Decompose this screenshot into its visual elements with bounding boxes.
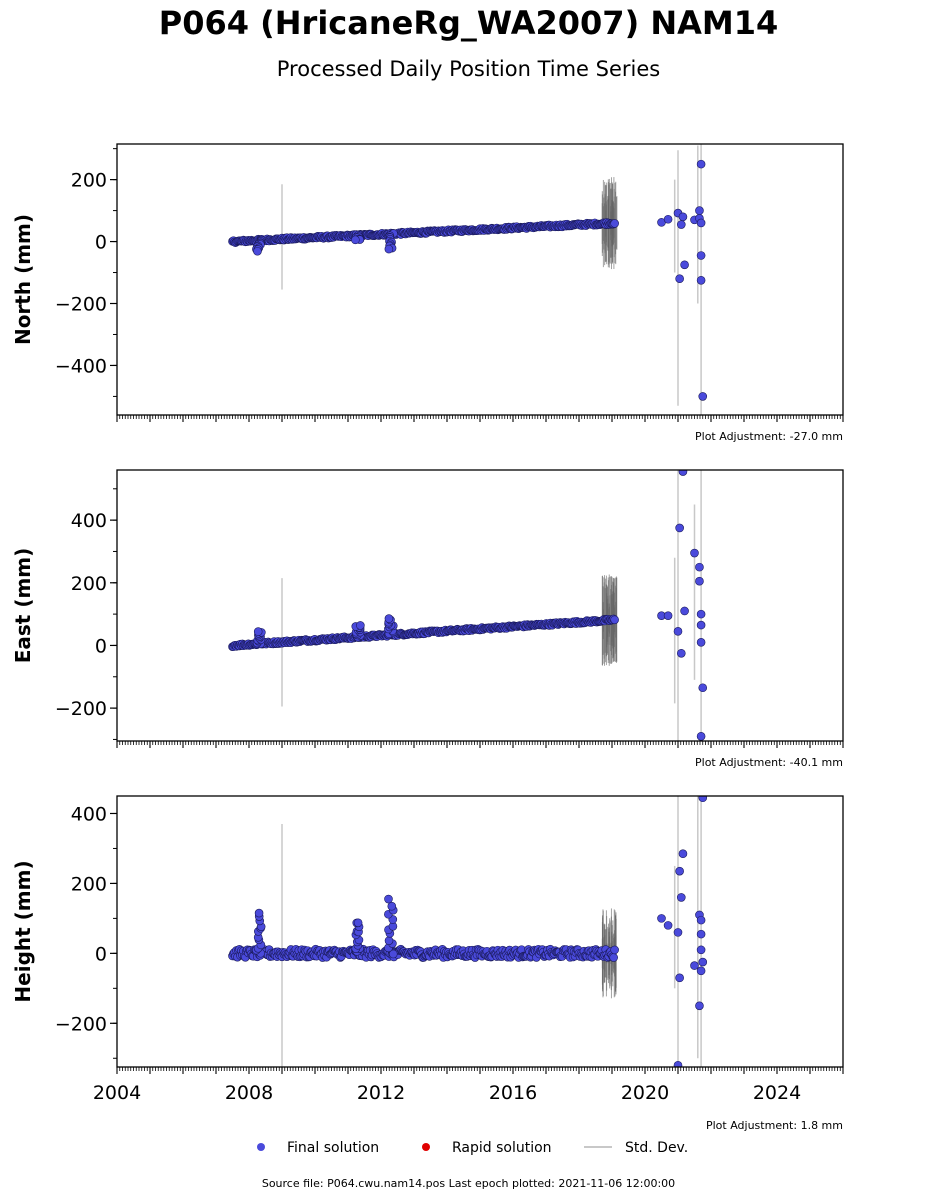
final-solution-point (690, 961, 699, 970)
final-solution-point (680, 260, 689, 270)
plot-adjustment-label: Plot Adjustment: -27.0 mm (695, 430, 843, 443)
final-solution-point (675, 973, 684, 983)
final-solution-point (384, 614, 394, 623)
y-tick-label: −400 (55, 355, 107, 377)
y-tick-label: −200 (55, 1013, 107, 1035)
final-solution-point (657, 914, 666, 923)
y-tick-label: 200 (71, 573, 107, 595)
final-solution-point (695, 1001, 704, 1011)
x-tick-label: 2008 (225, 1082, 273, 1104)
final-solution-point (610, 615, 619, 625)
final-solution-point (351, 235, 360, 245)
final-solution-point (695, 562, 704, 572)
plot-frame (116, 143, 844, 416)
plot-frame (116, 469, 844, 742)
final-solution-point (696, 218, 706, 228)
panel-3: −200 0 200 400 2004 2008 2012 2016 2020 2024 Heigh… (11, 795, 844, 1132)
final-solution-point (384, 894, 393, 904)
final-solution-point (678, 470, 688, 476)
final-solution-point (253, 627, 263, 636)
y-tick-label: 400 (71, 510, 107, 532)
x-tick-label: 2024 (753, 1082, 801, 1104)
final-solution-point (610, 945, 619, 955)
final-solution-point (696, 609, 706, 619)
final-solution-point (675, 866, 684, 876)
final-solution-point (678, 849, 688, 858)
final-solution-point (663, 921, 673, 930)
chart-title: P064 (HricaneRg_WA2007) NAM14 (158, 4, 779, 42)
final-solution-point (384, 936, 394, 945)
x-tick-label: 2016 (489, 1082, 537, 1104)
final-solution-point (696, 945, 706, 955)
final-solution-point (353, 918, 363, 928)
final-solution-point (696, 929, 706, 939)
final-solution-point (610, 219, 619, 228)
chart-subtitle: Processed Daily Position Time Series (276, 57, 661, 81)
legend-final-label: Final solution (287, 1140, 379, 1156)
legend-final-marker (257, 1143, 265, 1151)
panel-1: −400 −200 0 200 North (mm) Plot Adjustment: -… (11, 143, 844, 443)
final-solution-point (698, 392, 708, 401)
final-solution-point (680, 606, 689, 616)
final-solution-point (253, 246, 262, 256)
final-solution-point (676, 648, 686, 658)
plot-adjustment-label: Plot Adjustment: 1.8 mm (706, 1119, 843, 1132)
y-axis-label: East (mm) (11, 548, 35, 664)
final-solution-point (696, 159, 706, 169)
final-solution-point (696, 732, 706, 741)
legend-std-label: Std. Dev. (625, 1140, 688, 1156)
y-axis-label: Height (mm) (11, 860, 35, 1002)
final-solution-point (690, 548, 699, 558)
final-solution-point (696, 275, 706, 285)
final-solution-point (696, 966, 706, 976)
x-tick-label: 2004 (93, 1082, 141, 1104)
final-solution-point (384, 244, 394, 254)
final-solution-point (356, 621, 365, 630)
y-tick-label: 0 (95, 232, 107, 254)
legend: Final solution Rapid solution Std. Dev. (257, 1140, 688, 1156)
final-solution-point (696, 915, 706, 925)
final-solution-point (254, 908, 264, 918)
final-solution-point (698, 796, 708, 803)
final-solution-point (698, 683, 708, 693)
final-solution-point (387, 901, 397, 911)
y-tick-label: 400 (71, 803, 107, 825)
legend-rapid-label: Rapid solution (452, 1140, 552, 1156)
final-solution-point (676, 220, 686, 229)
final-solution-point (675, 274, 684, 284)
panel-2: −200 0 200 400 East (mm) Plot Adjustment: -40… (11, 469, 844, 769)
final-solution-point (696, 620, 706, 630)
plot-frame (116, 795, 844, 1068)
y-tick-label: −200 (55, 698, 107, 720)
final-solution-point (698, 957, 708, 967)
final-solution-point (673, 1060, 683, 1067)
final-solution-point (675, 523, 684, 533)
final-solution-point (663, 214, 673, 224)
final-solution-point (673, 627, 683, 636)
final-solution-point (388, 949, 398, 959)
final-solution-point (673, 928, 683, 937)
final-solution-point (676, 893, 686, 902)
y-axis-label: North (mm) (11, 214, 35, 345)
footer-source: Source file: P064.cwu.nam14.pos Last epo… (261, 1177, 676, 1190)
final-solution-point (678, 212, 688, 222)
y-tick-label: 0 (95, 943, 107, 965)
x-tick-label: 2020 (621, 1082, 669, 1104)
final-solution-point (696, 251, 706, 260)
final-solution-point (696, 638, 706, 647)
final-solution-point (663, 611, 673, 620)
y-tick-label: −200 (55, 294, 107, 316)
y-tick-label: 0 (95, 635, 107, 657)
final-solution-point (609, 953, 618, 962)
final-solution-point (695, 576, 704, 586)
final-solution-point (695, 206, 704, 215)
y-tick-label: 200 (71, 873, 107, 895)
plot-adjustment-label: Plot Adjustment: -40.1 mm (695, 756, 843, 769)
y-tick-label: 200 (71, 170, 107, 192)
x-tick-label: 2012 (357, 1082, 405, 1104)
legend-rapid-marker (422, 1143, 430, 1151)
